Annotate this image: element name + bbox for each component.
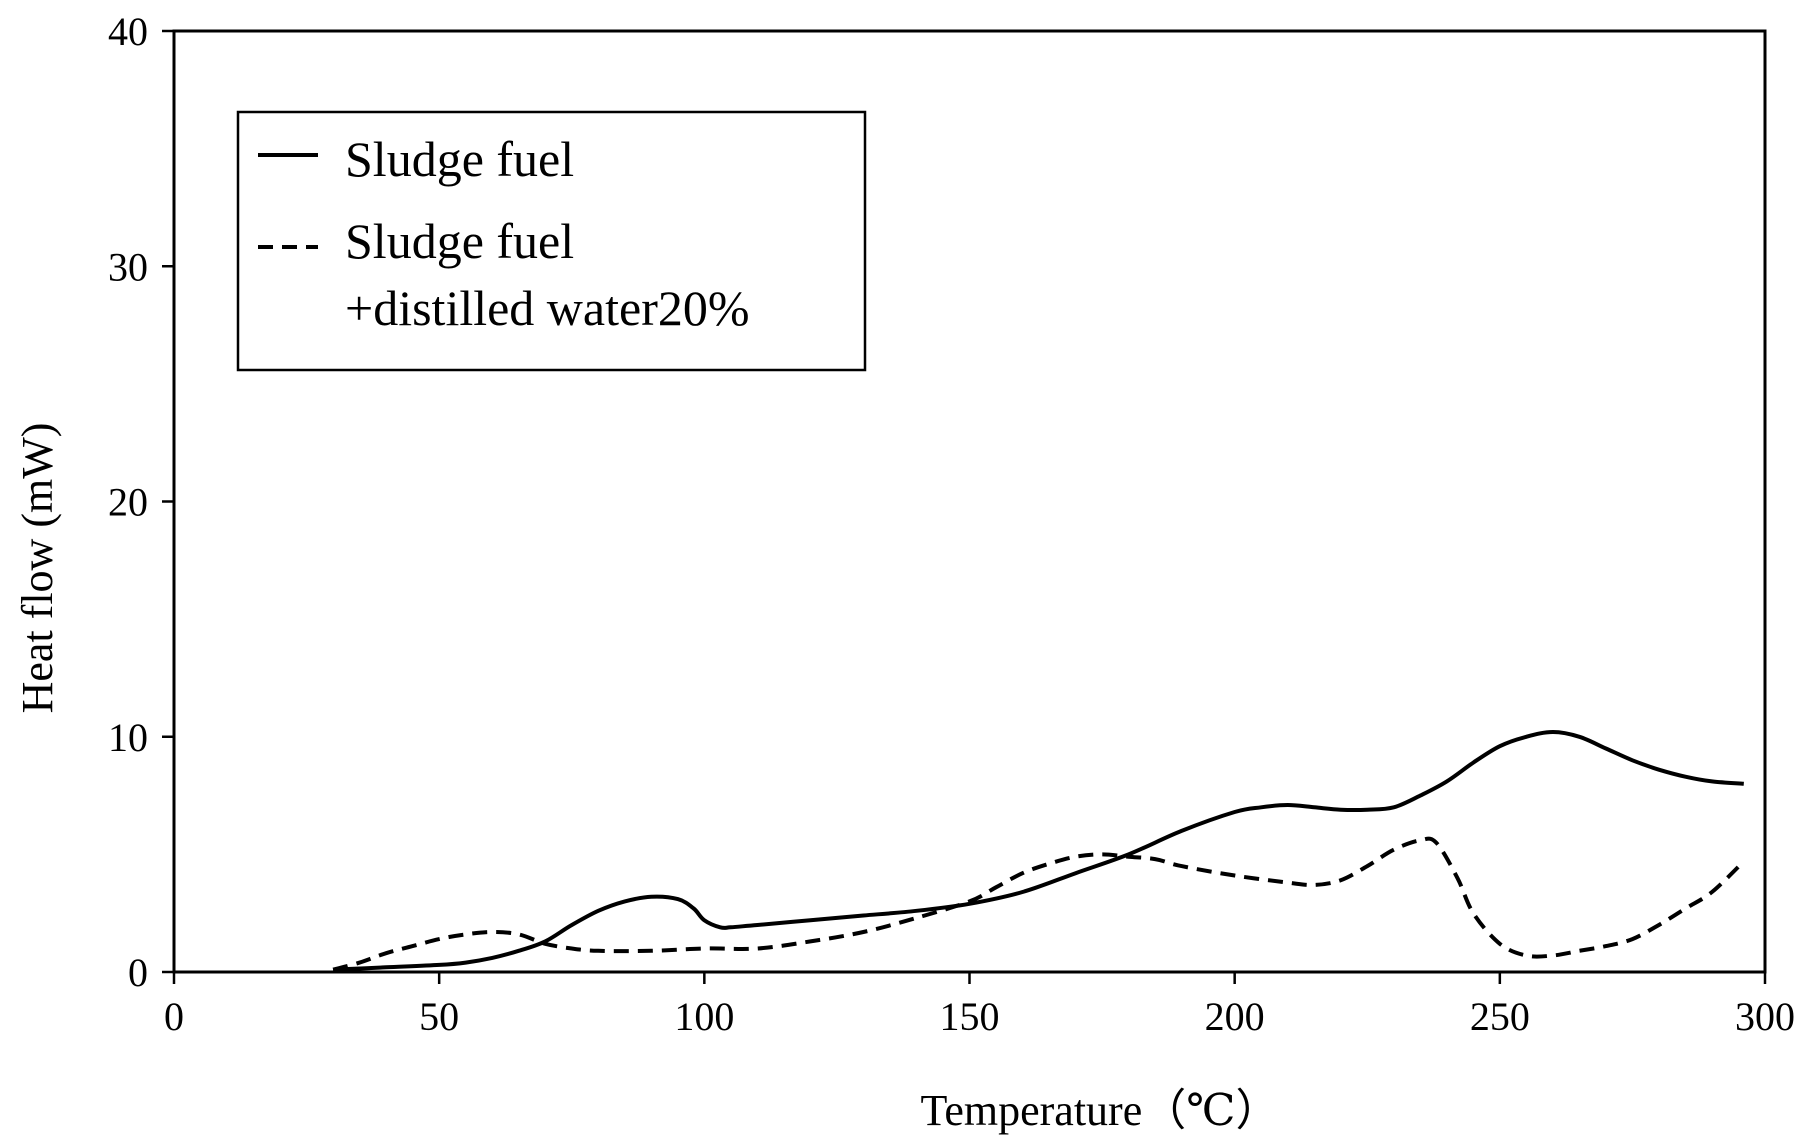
x-tick-label: 300 <box>1735 994 1795 1039</box>
legend-label-sludge-water-line2: +distilled water20% <box>345 280 750 336</box>
y-tick-label: 0 <box>128 950 148 995</box>
y-tick-label: 30 <box>108 244 148 289</box>
y-tick-label: 40 <box>108 9 148 54</box>
series-line-sludge-fuel-distilled-water <box>332 836 1746 972</box>
y-axis-title: Heat flow (mW) <box>13 423 62 714</box>
y-tick-label: 20 <box>108 480 148 525</box>
x-tick-label: 50 <box>419 994 459 1039</box>
legend: Sludge fuel Sludge fuel +distilled water… <box>236 110 867 372</box>
legend-box <box>236 110 867 372</box>
x-tick-label: 150 <box>940 994 1000 1039</box>
x-tick-label: 100 <box>674 994 734 1039</box>
legend-label-sludge-water-line1: Sludge fuel <box>345 213 574 269</box>
legend-label-sludge-fuel: Sludge fuel <box>345 131 574 187</box>
x-axis-title: Temperature（℃） <box>921 1086 1280 1135</box>
y-tick-label: 10 <box>108 715 148 760</box>
x-tick-label: 0 <box>164 994 184 1039</box>
x-tick-label: 250 <box>1470 994 1530 1039</box>
series-line-sludge-fuel <box>333 730 1744 972</box>
x-tick-label: 200 <box>1205 994 1265 1039</box>
